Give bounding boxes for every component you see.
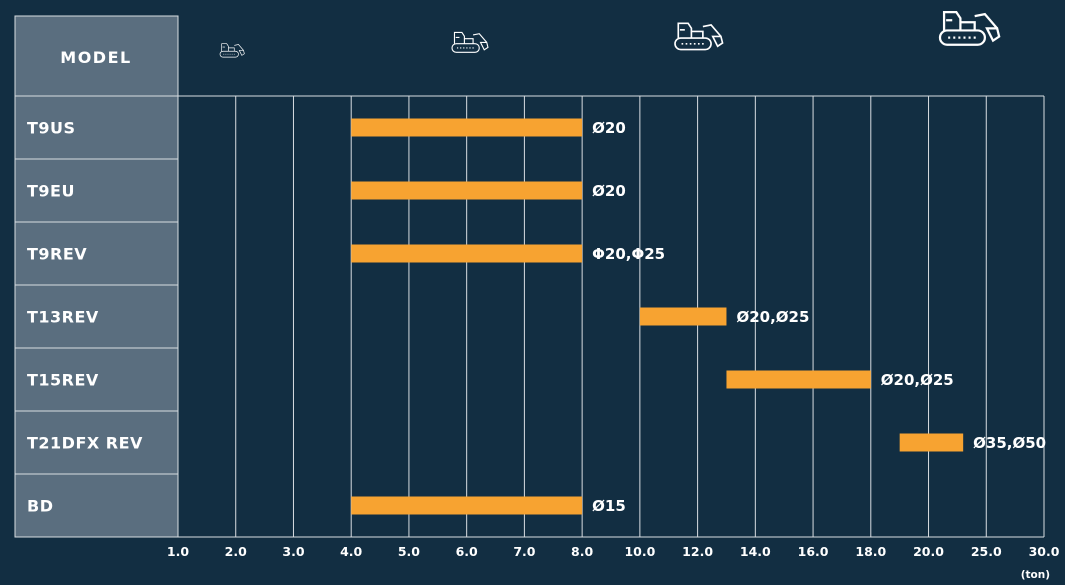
model-label: T9US	[27, 119, 76, 138]
excavator-icon-xs	[219, 43, 245, 58]
x-tick-label: 8.0	[571, 544, 593, 559]
unit-label: (ton)	[1021, 569, 1050, 581]
model-header-label: MODEL	[60, 48, 131, 67]
range-bar	[899, 433, 964, 452]
excavator-icon-sm	[451, 31, 489, 53]
x-tick-label: 18.0	[855, 544, 886, 559]
excavator-icon-md	[674, 22, 724, 51]
x-tick-label: 4.0	[340, 544, 362, 559]
x-tick-label: 2.0	[225, 544, 247, 559]
model-cell	[14, 473, 179, 538]
model-cell	[14, 284, 179, 349]
model-label: T9EU	[27, 182, 75, 201]
x-tick-label: 14.0	[740, 544, 771, 559]
range-bar	[351, 181, 583, 200]
x-tick-label: 1.0	[167, 544, 189, 559]
bar-value-label: Ø20,Ø25	[881, 371, 954, 389]
x-tick-label: 12.0	[682, 544, 713, 559]
x-tick-label: 16.0	[798, 544, 829, 559]
range-bar	[639, 307, 727, 326]
bar-value-label: Ø35,Ø50	[973, 434, 1046, 452]
x-tick-label: 7.0	[513, 544, 535, 559]
bar-value-label: Ø20,Ø25	[736, 308, 809, 326]
model-label: T13REV	[27, 308, 99, 327]
x-tick-label: 6.0	[456, 544, 478, 559]
model-label: BD	[27, 497, 53, 516]
bar-value-label: Ø15	[592, 497, 626, 515]
x-tick-label: 25.0	[971, 544, 1002, 559]
range-bar	[351, 118, 583, 137]
model-cell	[14, 158, 179, 223]
excavator-icon-lg	[938, 10, 1001, 46]
model-cell	[14, 410, 179, 475]
model-cell	[14, 221, 179, 286]
model-header-cell	[14, 15, 179, 97]
range-bar	[726, 370, 871, 389]
bar-value-label: Φ20,Φ25	[592, 245, 665, 263]
model-label: T9REV	[27, 245, 87, 264]
x-tick-label: 3.0	[282, 544, 304, 559]
x-tick-label: 30.0	[1029, 544, 1060, 559]
x-tick-label: 5.0	[398, 544, 420, 559]
model-cell	[14, 347, 179, 412]
x-tick-label: 20.0	[913, 544, 944, 559]
model-label: T15REV	[27, 371, 99, 390]
range-bar	[351, 496, 583, 515]
range-bar	[351, 244, 583, 263]
bar-value-label: Ø20	[592, 182, 626, 200]
model-label: T21DFX REV	[27, 434, 143, 453]
bar-value-label: Ø20	[592, 119, 626, 137]
x-tick-label: 10.0	[624, 544, 655, 559]
